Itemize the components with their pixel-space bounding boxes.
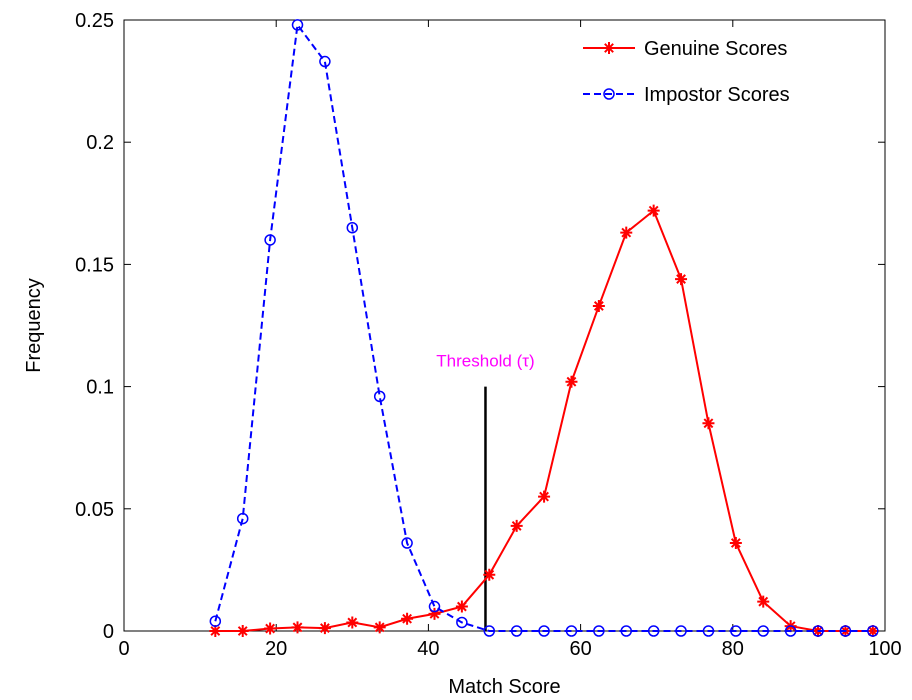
x-tick-label: 80 [722, 638, 744, 660]
data-point [620, 226, 633, 239]
y-tick-label: 0.25 [75, 10, 114, 32]
data-point [866, 625, 879, 637]
data-point [401, 537, 413, 549]
threshold-annotation: Threshold (τ) [436, 352, 535, 631]
plot-area [123, 19, 886, 632]
data-point [867, 625, 879, 637]
data-point [291, 19, 304, 31]
data-point [510, 519, 523, 532]
y-axis-label: Frequency [23, 278, 45, 373]
y-tick-label: 0.1 [86, 377, 114, 399]
data-point [373, 621, 386, 634]
y-tick-label: 0.05 [75, 499, 114, 521]
data-point [346, 221, 359, 234]
data-point [675, 273, 688, 286]
x-tick-label: 20 [265, 638, 287, 660]
data-point [428, 607, 441, 620]
threshold-label: Threshold (τ) [436, 352, 534, 371]
data-point [318, 622, 331, 635]
legend: Genuine Scores Impostor Scores [583, 38, 790, 106]
data-point [620, 625, 633, 637]
data-point [593, 625, 605, 637]
legend-impostor-label: Impostor Scores [644, 84, 790, 106]
x-tick-label: 60 [569, 638, 591, 660]
data-point [373, 390, 386, 403]
data-point [538, 625, 550, 637]
data-point [264, 234, 276, 246]
data-point [839, 625, 852, 637]
data-point [729, 537, 742, 550]
y-tick-label: 0 [103, 621, 114, 643]
data-point [702, 625, 715, 637]
data-point [209, 615, 222, 627]
x-tick-label: 100 [868, 638, 901, 660]
data-point [675, 625, 687, 637]
data-point [456, 616, 468, 629]
legend-impostor-marker [603, 88, 615, 100]
data-point [291, 621, 304, 634]
data-point [264, 622, 277, 635]
data-point [757, 625, 769, 637]
data-point [319, 55, 331, 68]
y-axis: 0 0.05 0.1 0.15 0.2 0.25 [75, 10, 885, 643]
data-point [483, 568, 496, 581]
data-point [757, 595, 770, 608]
data-point [236, 512, 249, 525]
data-point [730, 625, 742, 637]
data-point [538, 490, 551, 503]
y-tick-label: 0.2 [86, 132, 114, 154]
series-layer [209, 19, 879, 637]
x-tick-label: 40 [417, 638, 439, 660]
data-point [428, 600, 441, 613]
legend-genuine-label: Genuine Scores [644, 38, 787, 60]
data-point [784, 625, 797, 637]
series-line [214, 22, 873, 632]
data-point [592, 299, 605, 312]
data-point [401, 612, 414, 625]
data-point [812, 625, 824, 637]
x-axis: 0 20 40 60 80 100 [118, 20, 902, 660]
y-tick-label: 0.15 [75, 254, 114, 276]
legend-genuine-marker [603, 42, 615, 54]
data-point [565, 625, 578, 637]
data-point [702, 417, 715, 430]
data-point [455, 600, 468, 613]
data-point [565, 375, 578, 388]
data-point [236, 625, 249, 637]
data-point [510, 625, 523, 637]
series-impostor [209, 19, 879, 637]
x-axis-label: Match Score [448, 676, 560, 698]
data-point [346, 616, 359, 629]
data-point [483, 625, 496, 637]
data-point [647, 625, 660, 637]
data-point [209, 625, 222, 637]
x-tick-label: 0 [118, 638, 129, 660]
data-point [647, 204, 660, 217]
